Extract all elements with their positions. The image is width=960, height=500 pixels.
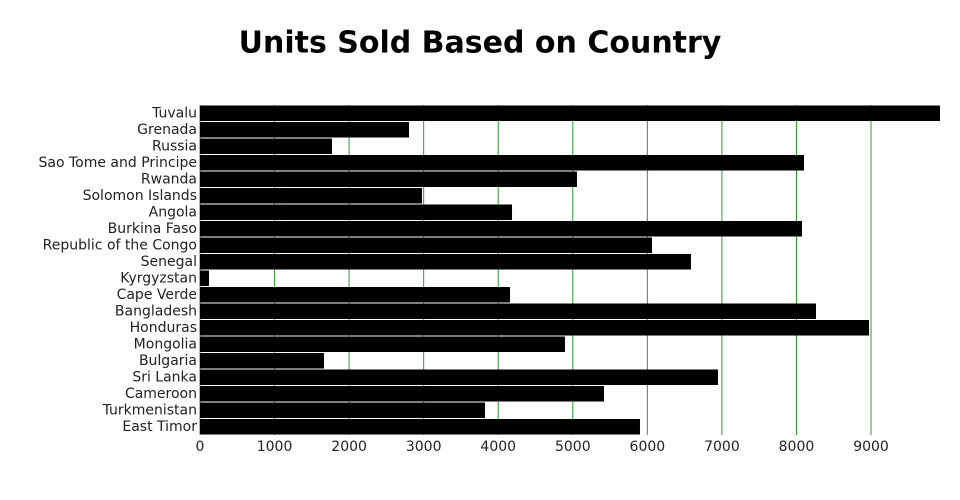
bar (200, 336, 565, 353)
bar (200, 303, 817, 320)
y-tick-label: Cape Verde (117, 287, 197, 303)
bar (200, 270, 210, 287)
y-tick-label: Turkmenistan (102, 402, 197, 418)
bar (200, 402, 485, 419)
bar (200, 171, 577, 188)
x-tick-label: 0 (196, 439, 205, 455)
y-tick-label: Senegal (141, 254, 197, 270)
y-tick-label: Solomon Islands (83, 188, 197, 204)
x-tick-label: 4000 (480, 439, 516, 455)
bar (200, 237, 652, 254)
y-tick-label: Grenada (137, 122, 197, 138)
chart-title: Units Sold Based on Country (239, 26, 722, 61)
y-tick-label: East Timor (122, 419, 197, 435)
bar (200, 253, 691, 270)
bar (200, 369, 718, 386)
bar (200, 121, 409, 138)
bar (200, 418, 640, 435)
y-tick-label: Honduras (130, 320, 197, 336)
y-tick-label: Mongolia (134, 336, 197, 352)
x-tick-label: 3000 (406, 439, 442, 455)
y-tick-label: Russia (152, 138, 197, 154)
x-tick-label: 9000 (853, 439, 889, 455)
bar (200, 105, 940, 122)
bar (200, 187, 422, 204)
x-tick-label: 2000 (331, 439, 367, 455)
bar (200, 319, 870, 336)
bar (200, 385, 604, 402)
bar (200, 138, 332, 155)
y-tick-label: Bulgaria (139, 353, 197, 369)
bar (200, 204, 513, 221)
x-tick-label: 8000 (779, 439, 815, 455)
y-tick-label: Angola (149, 204, 197, 220)
bar (200, 352, 324, 369)
bar (200, 154, 805, 171)
y-tick-label: Kyrgyzstan (120, 270, 197, 286)
bar (200, 220, 802, 237)
x-tick-label: 5000 (555, 439, 591, 455)
x-tick-label: 6000 (630, 439, 666, 455)
y-tick-label: Burkina Faso (108, 221, 197, 237)
x-tick-label: 7000 (704, 439, 740, 455)
y-tick-label: Sao Tome and Principe (38, 155, 197, 171)
y-tick-label: Tuvalu (151, 105, 197, 121)
bar (200, 286, 511, 303)
y-tick-label: Rwanda (141, 171, 197, 187)
x-tick-label: 1000 (257, 439, 293, 455)
y-tick-label: Cameroon (125, 386, 197, 402)
y-tick-label: Sri Lanka (132, 369, 197, 385)
y-tick-label: Bangladesh (115, 303, 197, 319)
y-tick-label: Republic of the Congo (43, 237, 197, 253)
